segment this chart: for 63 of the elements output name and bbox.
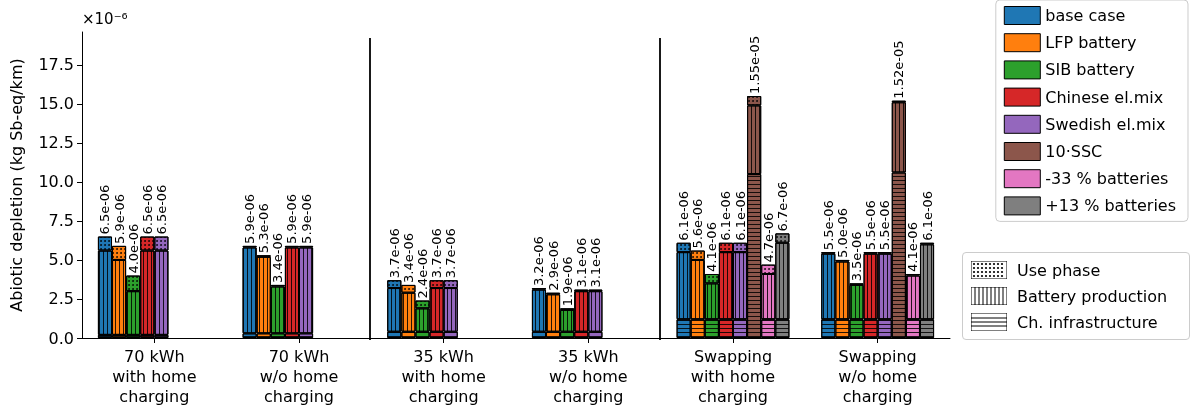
y-tick-label: 7.5: [48, 211, 74, 231]
annotation: 3.7e-06: [443, 228, 459, 279]
annotation: 6.1e-06: [718, 190, 734, 241]
legend-label: 10·SSC: [1045, 142, 1103, 161]
annotation: 4.1e-06: [905, 222, 921, 272]
annotation: 5.5e-06: [820, 200, 836, 251]
legend-label: -33 % batteries: [1045, 169, 1169, 189]
text: Battery production: [1017, 286, 1168, 306]
annotation: 5.9e-06: [242, 193, 258, 244]
legend-label: Chinese el.mix: [1045, 87, 1164, 107]
y-tick-label: 10.0: [38, 172, 74, 192]
annotation: 5.6e-06: [690, 198, 706, 249]
annotation: 6.1e-06: [919, 190, 935, 241]
annotation: 3.2e-06: [531, 236, 547, 287]
annotation: 6.1e-06: [732, 190, 748, 241]
annotation: 5.0e-06: [834, 208, 850, 258]
y-tick-label: 5.0: [48, 250, 74, 270]
annotation: 3.1e-06: [573, 237, 589, 288]
annotation: 1.52e-05: [891, 40, 907, 99]
annotation: 2.4e-06: [415, 248, 431, 299]
annotation: 3.4e-06: [270, 233, 286, 283]
annotation: 3.7e-06: [429, 228, 445, 279]
annotation: 5.9e-06: [298, 193, 314, 244]
legend-label: Swedish el.mix: [1045, 114, 1166, 134]
annotation: 5.9e-06: [111, 193, 127, 244]
annotation: 5.5e-06: [877, 200, 893, 251]
annotation: 3.1e-06: [587, 237, 603, 288]
annotation: 4.1e-06: [704, 222, 720, 272]
text: Ch. infrastructure: [1017, 312, 1158, 332]
text: Use phase: [1017, 260, 1101, 280]
y-tick-label: 2.5: [48, 289, 74, 309]
y-axis-title: Abiotic depletion (kg Sb-eq/km): [6, 58, 26, 312]
annotation: 4.7e-06: [760, 212, 776, 263]
legend-label: +13 % batteries: [1045, 196, 1177, 216]
annotation: 1.55e-05: [746, 35, 762, 95]
annotation: 6.5e-06: [153, 184, 169, 235]
x-tick-label: 35 kWh w/o home charging: [548, 346, 628, 406]
annotation: 6.5e-06: [139, 184, 155, 235]
annotation: 6.1e-06: [676, 190, 692, 241]
annotation: 6.7e-06: [774, 181, 790, 232]
x-tick-label: 70 kWh w/o home charging: [259, 346, 339, 406]
annotation: 5.3e-06: [256, 203, 272, 254]
annotation: 3.7e-06: [386, 228, 402, 279]
x-tick-label: Swapping w/o home charging: [838, 346, 918, 406]
y-tick-label: 0.0: [48, 328, 74, 348]
annotation: 5.9e-06: [284, 193, 300, 244]
y-tick-label: 12.5: [38, 133, 74, 153]
text: ×10⁻⁶: [82, 10, 128, 28]
legend-label: LFP battery: [1045, 33, 1137, 53]
annotation: 4.0e-06: [125, 223, 141, 274]
annotation: 3.5e-06: [849, 231, 865, 282]
annotation: 2.9e-06: [545, 240, 561, 291]
annotation: 1.9e-06: [559, 256, 575, 307]
y-tick-label: 17.5: [38, 55, 74, 75]
y-tick-label: 15.0: [38, 94, 74, 114]
x-tick-label: 70 kWh with home charging: [112, 346, 197, 406]
annotation: 3.4e-06: [400, 233, 416, 283]
x-tick-label: 35 kWh with home charging: [401, 346, 486, 406]
x-tick-label: Swapping with home charging: [690, 346, 776, 406]
annotation: 5.5e-06: [863, 200, 879, 251]
annotation: 6.5e-06: [97, 184, 113, 235]
legend-label: SIB battery: [1045, 60, 1135, 80]
legend-label: base case: [1045, 6, 1126, 25]
